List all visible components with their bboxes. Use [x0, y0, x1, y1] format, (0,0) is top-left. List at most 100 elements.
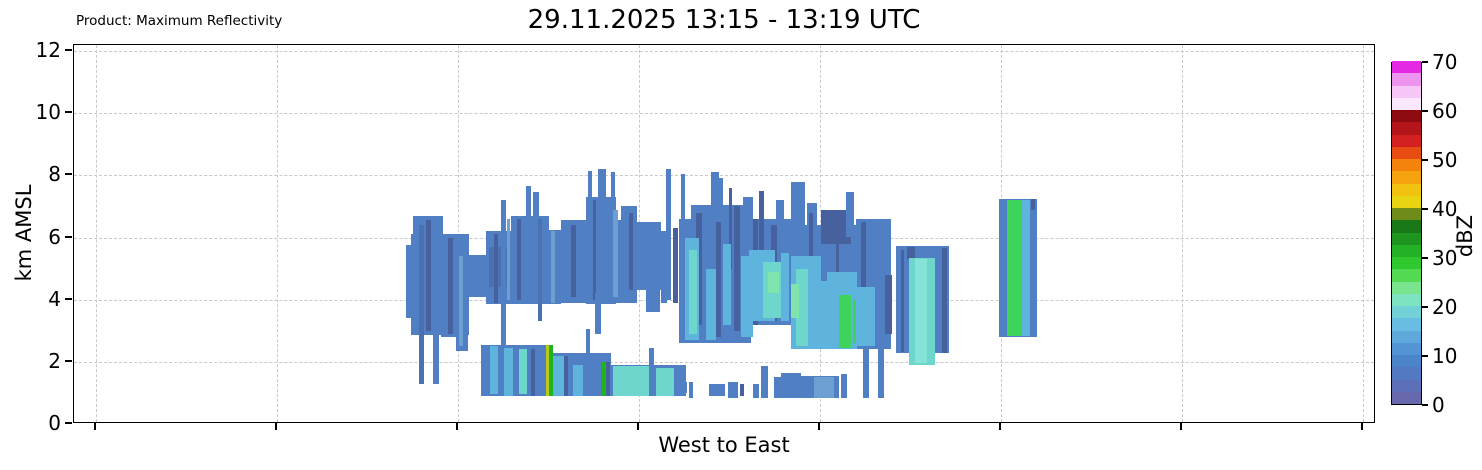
colorbar-tick-label: 60	[1432, 99, 1458, 123]
reflectivity-echo	[551, 231, 555, 303]
gridline-horizontal	[74, 361, 1374, 363]
plot-title: 29.11.2025 13:15 - 13:19 UTC	[527, 5, 921, 35]
colorbar-step	[1392, 170, 1421, 184]
x-axis-tick	[456, 423, 458, 430]
y-axis-tick	[65, 111, 72, 114]
y-axis-tick	[65, 359, 72, 362]
reflectivity-echo	[586, 329, 590, 365]
reflectivity-echo	[661, 231, 667, 303]
x-axis-tick	[275, 423, 277, 430]
reflectivity-echo	[885, 274, 892, 334]
reflectivity-echo	[776, 200, 784, 263]
reflectivity-echo	[406, 245, 413, 319]
reflectivity-echo	[759, 190, 764, 269]
reflectivity-echo	[573, 364, 583, 397]
gridline-vertical	[96, 45, 97, 422]
reflectivity-echo	[861, 221, 866, 347]
reflectivity-echo	[689, 249, 697, 334]
reflectivity-echo	[863, 349, 869, 398]
y-axis-tick	[65, 235, 72, 238]
reflectivity-echo	[719, 178, 723, 269]
colorbar-step	[1392, 85, 1421, 98]
colorbar-step	[1392, 244, 1421, 257]
reflectivity-echo	[791, 181, 805, 269]
reflectivity-echo	[673, 228, 678, 303]
reflectivity-echo	[942, 248, 947, 353]
reflectivity-echo	[841, 374, 847, 398]
colorbar-step	[1392, 195, 1421, 208]
colorbar-step	[1392, 330, 1421, 343]
reflectivity-echo	[517, 218, 521, 300]
reflectivity-echo	[489, 246, 509, 288]
reflectivity-echo	[791, 284, 799, 319]
reflectivity-echo	[490, 346, 498, 395]
reflectivity-echo	[743, 197, 753, 269]
y-axis-tick	[65, 297, 72, 300]
colorbar	[1391, 60, 1422, 405]
gridline-horizontal	[74, 51, 1374, 52]
reflectivity-echo	[878, 349, 884, 398]
colorbar-tick	[1422, 208, 1428, 210]
reflectivity-echo	[907, 246, 915, 260]
reflectivity-echo	[501, 200, 506, 359]
reflectivity-echo	[646, 228, 660, 313]
reflectivity-echo	[689, 382, 693, 398]
reflectivity-echo	[761, 366, 768, 398]
y-axis-tick-label: 2	[48, 348, 61, 373]
gridline-vertical	[1182, 45, 1183, 422]
reflectivity-echo	[684, 382, 687, 393]
colorbar-tick	[1422, 110, 1428, 112]
colorbar-step	[1392, 60, 1421, 74]
reflectivity-echo	[533, 192, 539, 300]
reflectivity-echo	[1007, 199, 1024, 337]
colorbar-tick	[1422, 306, 1428, 308]
x-axis-tick	[818, 423, 820, 430]
colorbar-tick-label: 20	[1432, 295, 1458, 319]
reflectivity-echo	[448, 237, 453, 334]
reflectivity-echo	[598, 169, 606, 300]
y-axis-tick-label: 8	[48, 162, 61, 187]
colorbar-tick	[1422, 404, 1428, 406]
reflectivity-echo	[546, 344, 549, 397]
gridline-vertical	[1363, 45, 1364, 422]
reflectivity-echo	[706, 268, 716, 341]
product-label: Product: Maximum Reflectivity	[76, 13, 283, 29]
reflectivity-echo	[468, 254, 486, 297]
reflectivity-echo	[781, 372, 801, 398]
reflectivity-echo	[716, 221, 721, 337]
colorbar-step	[1392, 293, 1421, 306]
y-axis-tick	[65, 49, 72, 51]
reflectivity-echo	[613, 209, 618, 297]
reflectivity-echo	[564, 355, 568, 397]
reflectivity-echo	[519, 349, 527, 395]
gridline-horizontal	[74, 113, 1374, 115]
reflectivity-echo	[734, 206, 740, 331]
colorbar-step	[1392, 109, 1421, 123]
reflectivity-echo	[538, 218, 542, 322]
reflectivity-echo	[504, 347, 513, 397]
reflectivity-echo	[753, 383, 759, 398]
colorbar-tick	[1422, 257, 1428, 259]
y-axis-tick	[65, 422, 72, 424]
reflectivity-echo	[781, 253, 789, 322]
colorbar-step	[1392, 72, 1421, 86]
y-axis-tick-label: 6	[48, 224, 61, 249]
colorbar-step	[1392, 134, 1421, 147]
reflectivity-echo	[709, 383, 725, 396]
reflectivity-echo	[656, 368, 674, 397]
colorbar-step	[1392, 354, 1421, 368]
reflectivity-echo	[595, 293, 601, 334]
x-axis-tick	[94, 423, 96, 430]
reflectivity-echo	[549, 344, 553, 397]
colorbar-tick-label: 30	[1432, 246, 1458, 270]
colorbar-step	[1392, 219, 1421, 233]
reflectivity-echo	[606, 361, 610, 397]
reflectivity-echo	[728, 382, 738, 398]
colorbar-step	[1392, 232, 1421, 245]
x-axis-label: West to East	[658, 433, 790, 457]
reflectivity-echo	[666, 169, 671, 300]
x-axis-tick	[1180, 423, 1182, 430]
colorbar-step	[1392, 158, 1421, 172]
reflectivity-echo	[711, 172, 719, 269]
reflectivity-echo	[507, 218, 510, 300]
